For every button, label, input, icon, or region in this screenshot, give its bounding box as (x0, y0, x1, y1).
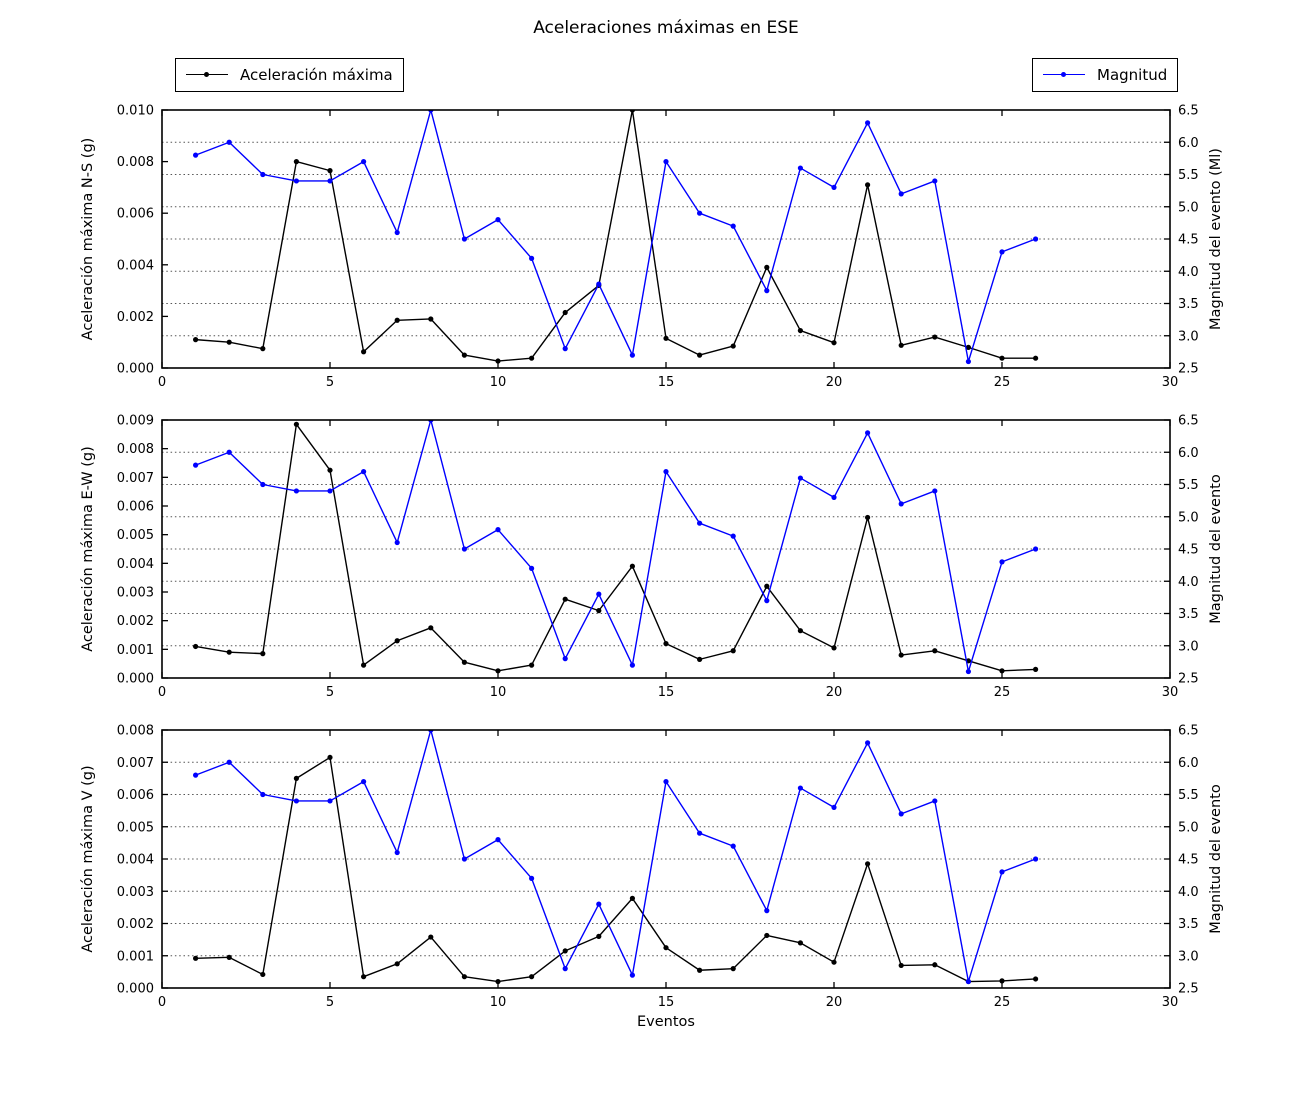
svg-text:2.5: 2.5 (1178, 362, 1199, 377)
svg-text:30: 30 (1162, 685, 1179, 700)
svg-text:0.003: 0.003 (117, 885, 154, 900)
svg-text:15: 15 (658, 685, 675, 700)
accel-line-marker-icon (186, 68, 228, 82)
svg-text:25: 25 (994, 685, 1011, 700)
svg-text:5: 5 (326, 375, 334, 390)
chart-v-ticks: 0 5 10 15 20 25 30 0.000 0.001 0.002 0.003 0.004 0.0… (117, 724, 1199, 1011)
svg-text:5.0: 5.0 (1178, 510, 1199, 525)
legend-accel-label: Aceleración máxima (240, 66, 393, 84)
svg-text:0.006: 0.006 (117, 207, 154, 222)
svg-text:25: 25 (994, 995, 1011, 1010)
svg-text:30: 30 (1162, 995, 1179, 1010)
chart-v: 0 5 10 15 20 25 30 0.000 0.001 0.002 0.003 0.004 0.0… (117, 724, 1199, 1011)
x-axis-label: Eventos (637, 1014, 695, 1030)
svg-text:0.003: 0.003 (117, 586, 154, 601)
svg-text:4.5: 4.5 (1178, 543, 1199, 558)
svg-text:0: 0 (158, 685, 166, 700)
svg-text:0.009: 0.009 (117, 414, 154, 429)
svg-text:5.0: 5.0 (1178, 820, 1199, 835)
svg-text:3.0: 3.0 (1178, 949, 1199, 964)
svg-text:30: 30 (1162, 375, 1179, 390)
svg-text:0.004: 0.004 (117, 557, 154, 572)
svg-text:15: 15 (658, 995, 675, 1010)
svg-text:5: 5 (326, 995, 334, 1010)
svg-text:2.5: 2.5 (1178, 672, 1199, 687)
svg-text:20: 20 (826, 995, 843, 1010)
chart-ew-grid (162, 451, 1170, 647)
svg-text:20: 20 (826, 375, 843, 390)
svg-text:4.0: 4.0 (1178, 265, 1199, 280)
chart-ew-series (193, 420, 1039, 675)
svg-text:0.010: 0.010 (117, 104, 154, 119)
chart-v-series (193, 730, 1039, 985)
svg-text:0.006: 0.006 (117, 500, 154, 515)
svg-text:3.0: 3.0 (1178, 639, 1199, 654)
svg-text:0.002: 0.002 (117, 310, 154, 325)
svg-text:0.008: 0.008 (117, 155, 154, 170)
svg-text:0.005: 0.005 (117, 820, 154, 835)
chart-ns-grid (162, 141, 1170, 337)
legend-acceleracion: Aceleración máxima (175, 58, 404, 92)
svg-text:0: 0 (158, 375, 166, 390)
svg-text:25: 25 (994, 375, 1011, 390)
svg-text:15: 15 (658, 375, 675, 390)
svg-text:0.002: 0.002 (117, 614, 154, 629)
svg-text:6.5: 6.5 (1178, 104, 1199, 119)
svg-text:3.5: 3.5 (1178, 297, 1199, 312)
svg-text:0.004: 0.004 (117, 853, 154, 868)
svg-text:0.000: 0.000 (117, 672, 154, 687)
svg-text:5.0: 5.0 (1178, 200, 1199, 215)
svg-text:5.5: 5.5 (1178, 788, 1199, 803)
chart-ew-ticks: 0 5 10 15 20 25 30 0.000 0.001 0.002 0.003 0.004 0.0… (117, 414, 1199, 701)
svg-text:6.5: 6.5 (1178, 414, 1199, 429)
svg-text:0.008: 0.008 (117, 442, 154, 457)
svg-text:10: 10 (490, 685, 507, 700)
svg-text:4.0: 4.0 (1178, 885, 1199, 900)
figure-title: Aceleraciones máximas en ESE (533, 18, 799, 38)
svg-text:4.5: 4.5 (1178, 853, 1199, 868)
chart-v-grid (162, 761, 1170, 957)
svg-text:4.0: 4.0 (1178, 575, 1199, 590)
svg-text:0.001: 0.001 (117, 643, 154, 658)
svg-text:0.002: 0.002 (117, 917, 154, 932)
chart-ns-ticks: 0 5 10 15 20 25 30 0.000 0.002 0.004 0.006 0.008 0.0… (117, 104, 1199, 391)
svg-text:4.5: 4.5 (1178, 233, 1199, 248)
mag-line-marker-icon (1043, 68, 1085, 82)
svg-text:0.004: 0.004 (117, 258, 154, 273)
svg-text:6.5: 6.5 (1178, 724, 1199, 739)
svg-text:6.0: 6.0 (1178, 756, 1199, 771)
svg-text:3.5: 3.5 (1178, 607, 1199, 622)
svg-text:3.0: 3.0 (1178, 329, 1199, 344)
svg-text:3.5: 3.5 (1178, 917, 1199, 932)
chart-ns-series (193, 110, 1039, 365)
legend-mag-label: Magnitud (1097, 66, 1168, 84)
svg-text:6.0: 6.0 (1178, 446, 1199, 461)
svg-text:0.006: 0.006 (117, 788, 154, 803)
svg-text:2.5: 2.5 (1178, 982, 1199, 997)
svg-text:5: 5 (326, 685, 334, 700)
svg-text:0.000: 0.000 (117, 362, 154, 377)
svg-text:6.0: 6.0 (1178, 136, 1199, 151)
svg-text:5.5: 5.5 (1178, 478, 1199, 493)
svg-text:20: 20 (826, 685, 843, 700)
svg-text:5.5: 5.5 (1178, 168, 1199, 183)
svg-text:0.007: 0.007 (117, 756, 154, 771)
chart-ew: 0 5 10 15 20 25 30 0.000 0.001 0.002 0.003 0.004 0.0… (117, 414, 1199, 701)
svg-text:0: 0 (158, 995, 166, 1010)
chart-ns: 0 5 10 15 20 25 30 0.000 0.002 0.004 0.006 0.008 0.0… (117, 104, 1199, 391)
svg-text:0.008: 0.008 (117, 724, 154, 739)
legend-magnitud: Magnitud (1032, 58, 1179, 92)
svg-text:10: 10 (490, 375, 507, 390)
svg-text:0.000: 0.000 (117, 982, 154, 997)
svg-text:10: 10 (490, 995, 507, 1010)
svg-text:0.007: 0.007 (117, 471, 154, 486)
svg-text:0.005: 0.005 (117, 528, 154, 543)
svg-text:0.001: 0.001 (117, 949, 154, 964)
